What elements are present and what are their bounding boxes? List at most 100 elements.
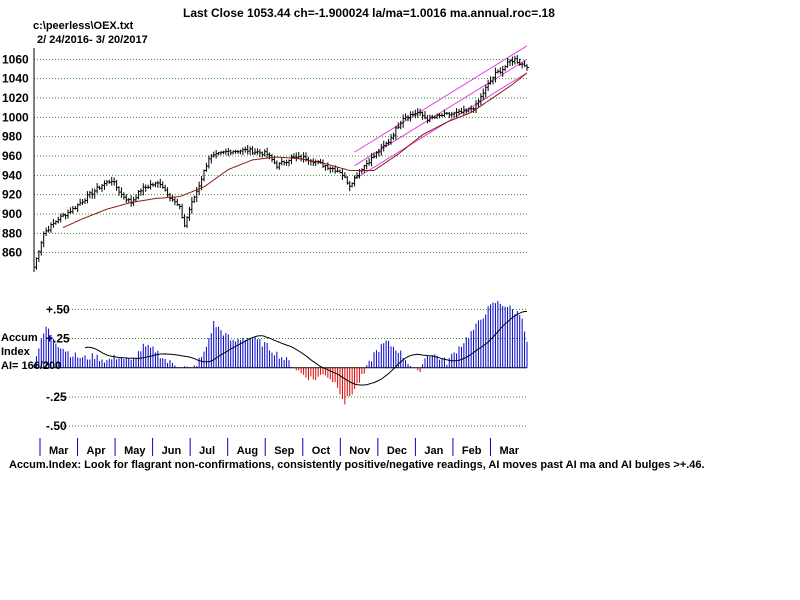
price-bar (203, 169, 206, 182)
price-bar (293, 153, 296, 159)
price-bar (227, 147, 231, 157)
price-bar (412, 111, 415, 117)
price-bar (504, 65, 508, 72)
price-bar (368, 158, 372, 166)
price-bar (492, 76, 495, 85)
price-bar (383, 140, 386, 152)
price-bar (456, 108, 459, 118)
price-bar (125, 194, 129, 204)
price-bar (351, 182, 355, 188)
price-bar (128, 197, 131, 203)
price-y-axis-labels: 1060 1040 1020 1000 980 960 940 920 900 880 860 (2, 52, 29, 259)
price-bar (162, 181, 165, 189)
price-bar (84, 198, 87, 204)
month-label: Jun (162, 445, 182, 457)
price-bar (429, 114, 432, 123)
price-bar (519, 58, 522, 66)
price-bar (266, 147, 270, 158)
price-bar (511, 56, 515, 66)
price-bar (499, 67, 503, 75)
price-bar (514, 55, 517, 65)
price-bar (388, 138, 391, 146)
price-bar (502, 65, 505, 77)
price-bar (213, 151, 216, 158)
price-bar (465, 108, 469, 114)
price-bar (363, 164, 367, 173)
price-bar (439, 113, 442, 119)
date-range: 2/ 24/2016- 3/ 20/2017 (37, 34, 148, 46)
price-bar (82, 198, 85, 205)
price-bar (494, 67, 498, 83)
price-bar (186, 216, 189, 228)
price-bar (261, 151, 265, 158)
month-axis: Mar Apr May Jun Jul Aug Sep Oct Nov Dec Jan Feb Mar (39, 438, 520, 457)
price-bar (390, 133, 393, 145)
price-bar (222, 150, 226, 155)
price-bar (247, 144, 250, 155)
price-bar (167, 187, 170, 197)
price-bar (235, 149, 238, 154)
price-bar (373, 152, 376, 159)
price-bar (210, 153, 214, 164)
price-bar (490, 76, 493, 85)
price-bar (303, 152, 306, 163)
price-bar (237, 149, 240, 155)
price-bar (77, 203, 80, 213)
price-bar (74, 205, 78, 210)
price-bar (89, 190, 92, 199)
price-bar (419, 108, 423, 116)
price-bar (218, 151, 221, 156)
index-label: Index (1, 346, 31, 358)
price-bar (55, 220, 58, 225)
price-bar (215, 149, 219, 159)
price-bar (497, 69, 500, 74)
price-bar (283, 160, 287, 166)
price-bar (67, 209, 70, 219)
price-bar (152, 182, 155, 187)
price-bar (40, 240, 44, 256)
price-bar (402, 114, 406, 128)
price-bar (346, 176, 350, 185)
price-bar (140, 188, 143, 196)
price-bar (470, 105, 474, 113)
price-bar (193, 195, 197, 203)
price-bar (324, 164, 328, 171)
accum-bars (33, 300, 528, 405)
price-bar (436, 113, 440, 119)
price-bar (91, 188, 95, 199)
price-bar (482, 88, 486, 101)
month-label: Apr (87, 445, 107, 457)
price-bar (424, 110, 427, 120)
price-bar (176, 198, 180, 207)
price-bar (446, 112, 449, 115)
month-label: Jul (199, 445, 215, 457)
price-bar (157, 180, 160, 188)
month-label: May (124, 445, 146, 457)
price-bar (254, 148, 257, 156)
accum-tick-label: +.25 (46, 332, 70, 346)
price-bar (86, 191, 90, 204)
price-bar (477, 98, 481, 108)
price-bar (259, 149, 262, 158)
data-file: c:\peerless\OEX.txt (33, 20, 134, 32)
price-bar (252, 146, 255, 156)
price-bar (48, 225, 51, 233)
price-bar (341, 168, 345, 180)
price-bar (271, 154, 274, 163)
price-bar (142, 183, 146, 196)
price-bar (375, 151, 379, 159)
price-bar (174, 196, 177, 206)
price-bar (339, 169, 342, 174)
price-bar (407, 114, 410, 122)
price-bar (366, 159, 369, 170)
price-bar (184, 214, 187, 228)
price-bar (378, 148, 381, 157)
price-tick-label: 980 (2, 130, 22, 144)
price-bar (441, 113, 444, 117)
price-bar (397, 122, 401, 129)
price-bar (453, 111, 457, 118)
price-bar (458, 108, 461, 116)
price-bar (232, 150, 236, 155)
